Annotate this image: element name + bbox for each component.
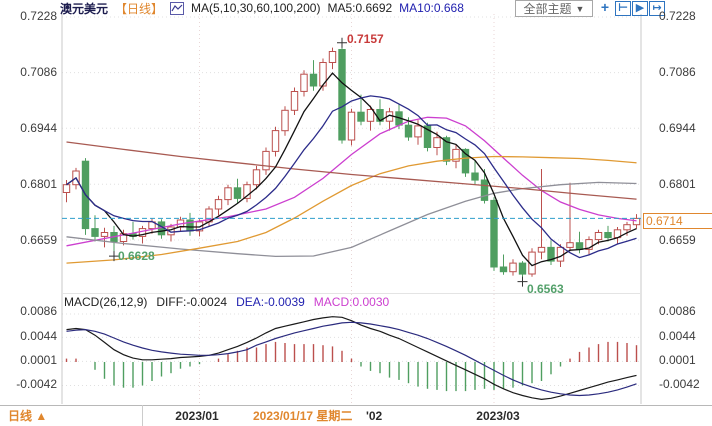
price-axis-label: 0.6944 [659,121,696,135]
fit-axis-icon[interactable]: ⊢ [615,1,631,16]
selected-date-label: 2023/01/17 星期二 [253,409,353,423]
macd-dea-value: DEA:-0.0039 [236,295,305,309]
period-tag: 【日线】 [115,1,164,16]
theme-dropdown-label: 全部主题 [523,2,572,16]
pan-right-icon[interactable]: ↦ [649,1,665,16]
macd-axis-label: 0.0044 [659,329,696,343]
price-axis-label: 0.7228 [659,9,696,23]
time-tick-jan: 2023/01 [175,409,219,423]
macd-axis-label: 0.0086 [20,304,57,318]
macd-axis-label: 0.0044 [20,329,57,343]
price-axis-label: 0.7086 [659,65,696,79]
macd-macd-value: MACD:0.0030 [313,295,390,309]
play-forward-icon[interactable]: ▶ [632,1,648,16]
pan-tool-icon[interactable]: + [600,0,610,15]
high-price-annotation: 0.7157 [347,32,384,46]
price-axis-label: 0.6944 [20,121,57,135]
line-chart-icon[interactable] [170,1,185,15]
bottom-bar-divider [142,405,143,426]
price-axis-label: 0.6801 [659,177,696,191]
macd-axis-label: 0.0001 [20,353,57,367]
low-price-annotation: 0.6628 [118,249,155,263]
current-price-tag: 0.6714 [643,213,712,229]
symbol-name: 澳元美元 [60,1,109,16]
ma-settings-label: MA(5,10,30,60,100,200) [191,1,321,15]
macd-params-label: MACD(26,12,9) [64,295,148,309]
macd-axis-label: -0.0042 [16,377,57,391]
theme-dropdown[interactable]: 全部主题 ▼ [515,0,593,17]
price-axis-label: 0.7228 [20,9,57,23]
price-axis-label: 0.7086 [20,65,57,79]
price-axis-label: 0.6659 [659,233,696,247]
macd-header: MACD(26,12,9) DIFF:-0.0024 DEA:-0.0039 M… [64,295,389,309]
price-axis-label: 0.6801 [20,177,57,191]
macd-axis-label: -0.0042 [659,377,700,391]
macd-axis-label: 0.0086 [659,304,696,318]
ma5-value: MA5:0.6692 [327,1,393,15]
macd-axis-label: 0.0001 [659,353,696,367]
chevron-down-icon: ▼ [575,3,585,14]
low-price-annotation: 0.6563 [527,282,564,296]
time-tick-feb: '02 [366,409,383,423]
header: 澳元美元 【日线】 MA(5,10,30,60,100,200) MA5:0.6… [60,0,464,16]
time-tick-mar: 2023/03 [476,409,520,423]
ma10-value: MA10:0.668 [399,1,464,15]
period-selector[interactable]: 日线 ▲ [8,409,48,423]
macd-diff-value: DIFF:-0.0024 [156,295,228,309]
time-axis-bar: 日线 ▲ 2023/01 2023/01/17 星期二 '02 2023/03 [0,405,712,426]
price-axis-label: 0.6659 [20,233,57,247]
